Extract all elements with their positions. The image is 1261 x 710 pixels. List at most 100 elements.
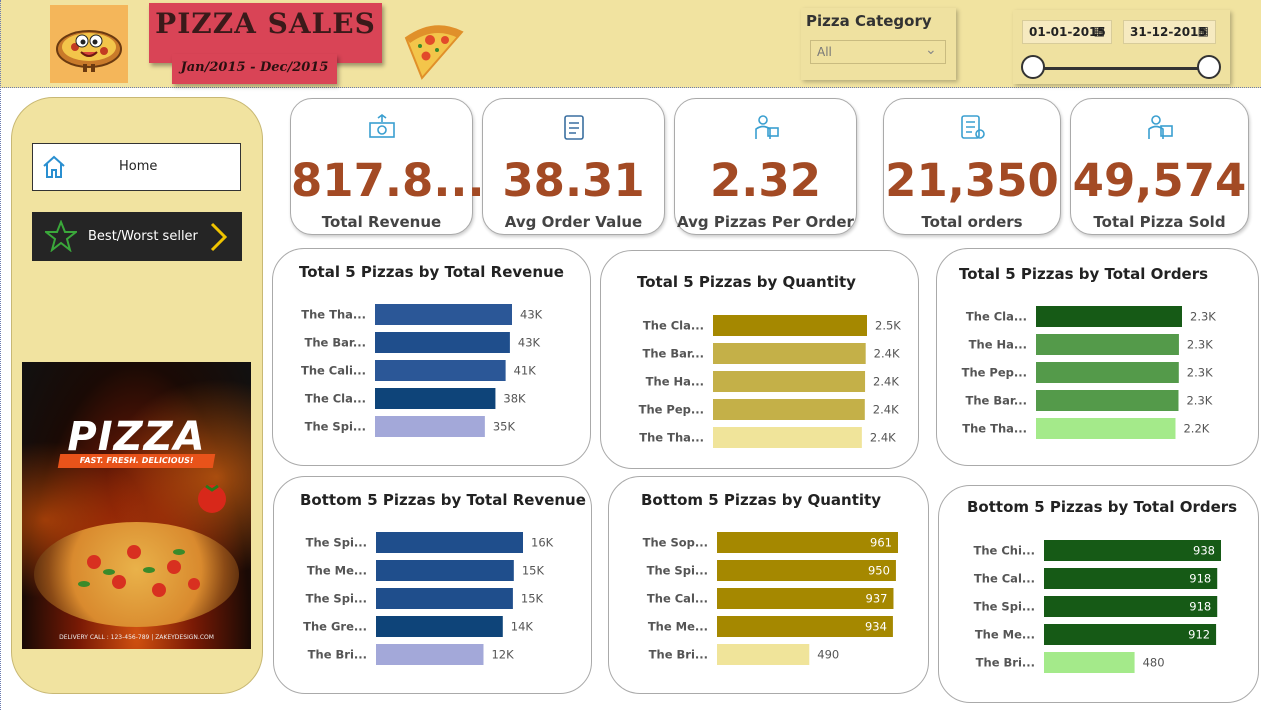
bar[interactable]: [717, 560, 896, 581]
bar-chart-plot: The Chi... 938 The Cal... 918 The Spi... 918 T…: [973, 540, 1221, 673]
bar[interactable]: [375, 416, 485, 437]
bar[interactable]: [376, 532, 523, 553]
bar[interactable]: [375, 360, 506, 381]
category-label: The Cali...: [301, 364, 366, 378]
start-date-value: 01-01-2015: [1029, 25, 1106, 39]
best-worst-seller-button[interactable]: Best/Worst seller: [32, 212, 242, 261]
category-label: The Tha...: [962, 422, 1027, 436]
start-date-input[interactable]: 01-01-2015 ▦: [1022, 20, 1112, 44]
category-label: The Spi...: [647, 564, 708, 578]
data-label: 934: [865, 620, 887, 634]
date-slider-track[interactable]: [1033, 67, 1209, 70]
bar[interactable]: [1044, 624, 1217, 645]
kpi-label: Total Revenue: [321, 213, 442, 231]
bar[interactable]: [1036, 306, 1182, 327]
chart-title: Bottom 5 Pizzas by Quantity: [641, 491, 881, 509]
bar[interactable]: [376, 560, 514, 581]
bar[interactable]: [376, 588, 513, 609]
pizza-slice-icon: [404, 25, 464, 80]
slicer-title: Pizza Category: [806, 12, 932, 30]
data-label: 2.5K: [875, 319, 901, 333]
bar[interactable]: [713, 315, 867, 336]
bar[interactable]: [1044, 568, 1218, 589]
end-date-input[interactable]: 31-12-2015 ▦: [1123, 20, 1216, 44]
category-label: The Sop...: [643, 536, 708, 550]
poster-title: PIZZA: [67, 414, 206, 460]
category-label: The Ha...: [969, 338, 1027, 352]
chart-bottom5-orders: The Chi... 938 The Cal... 918 The Spi... 918 T…: [938, 485, 1259, 703]
chart-title: Bottom 5 Pizzas by Total Orders: [967, 498, 1238, 516]
bar[interactable]: [1044, 652, 1135, 673]
category-label: The Spi...: [306, 592, 367, 606]
bar[interactable]: [717, 616, 893, 637]
data-label: 35K: [493, 420, 516, 434]
bar[interactable]: [713, 427, 862, 448]
home-button[interactable]: Home: [32, 143, 241, 191]
data-label: 15K: [521, 592, 544, 606]
kpi-card-avg-pizzas-per-order: 2.32 Avg Pizzas Per Order: [674, 98, 857, 235]
bar[interactable]: [375, 388, 496, 409]
data-label: 2.3K: [1190, 310, 1216, 324]
bar[interactable]: [376, 616, 503, 637]
poster-footer: DELIVERY CALL : 123-456-789 | ZAKEYDESIG…: [59, 634, 214, 641]
chart-title: Bottom 5 Pizzas by Total Revenue: [300, 491, 586, 509]
bar[interactable]: [1044, 596, 1218, 617]
kpi-label: Total orders: [921, 213, 1023, 231]
bar-chart-plot: The Spi... 16K The Me... 15K The Spi... 15K Th…: [303, 532, 554, 665]
data-label: 2.4K: [873, 375, 899, 389]
date-slider-start-handle[interactable]: [1021, 55, 1045, 79]
kpi-value: 49,574: [1072, 154, 1247, 207]
chevron-right-icon: [210, 222, 228, 252]
bar[interactable]: [713, 343, 866, 364]
bar[interactable]: [713, 371, 866, 392]
kpi-card-total-orders: 21,350 Total orders: [883, 98, 1061, 235]
data-label: 918: [1189, 572, 1211, 586]
category-label: The Me...: [307, 564, 367, 578]
category-label: The Cal...: [647, 592, 708, 606]
chevron-down-icon: ⌄: [925, 42, 937, 58]
bar[interactable]: [717, 588, 894, 609]
bar[interactable]: [375, 332, 510, 353]
bar[interactable]: [376, 644, 484, 665]
data-label: 912: [1188, 628, 1210, 642]
category-label: The Bri...: [649, 648, 708, 662]
bar[interactable]: [375, 304, 512, 325]
bar[interactable]: [1036, 362, 1179, 383]
kpi-card-total-revenue: 817.8... Total Revenue: [290, 98, 485, 235]
category-label: The Tha...: [301, 308, 366, 322]
bar[interactable]: [1044, 540, 1221, 561]
chart-title: Total 5 Pizzas by Total Orders: [959, 265, 1209, 283]
delivery-icon: [675, 113, 856, 145]
date-range-slicer: 01-01-2015 ▦ 31-12-2015 ▦: [1013, 10, 1230, 84]
date-slider-end-handle[interactable]: [1197, 55, 1221, 79]
data-label: 15K: [522, 564, 545, 578]
chart-bottom5-revenue: The Spi... 16K The Me... 15K The Spi... 15K Th…: [273, 476, 592, 694]
page-title: PIZZA SALES: [155, 7, 376, 40]
end-date-value: 31-12-2015: [1130, 25, 1207, 39]
date-range-label: Jan/2015 - Dec/2015: [180, 60, 329, 75]
category-label: The Bar...: [305, 336, 367, 350]
bar[interactable]: [713, 399, 865, 420]
data-label: 938: [1193, 544, 1215, 558]
pizza-mascot-logo: [50, 5, 128, 83]
category-label: The Chi...: [973, 544, 1035, 558]
bar[interactable]: [717, 532, 898, 553]
kpi-value: 2.32: [709, 154, 822, 207]
category-label: The Bar...: [966, 394, 1028, 408]
calendar-icon: ▦: [1093, 24, 1105, 38]
home-icon: [43, 155, 65, 178]
poster-tagline: FAST. FRESH. DELICIOUS!: [57, 454, 216, 468]
kpi-card-avg-order-value: 38.31 Avg Order Value: [482, 98, 665, 235]
category-label: The Bri...: [976, 656, 1035, 670]
bar[interactable]: [1036, 334, 1179, 355]
data-label: 16K: [531, 536, 554, 550]
pizza-category-dropdown[interactable]: All ⌄: [810, 40, 946, 64]
bar[interactable]: [1036, 390, 1179, 411]
data-label: 2.2K: [1183, 422, 1209, 436]
kpi-label: Total Pizza Sold: [1093, 213, 1226, 231]
data-label: 12K: [491, 648, 514, 662]
chart-title: Total 5 Pizzas by Quantity: [637, 273, 856, 291]
bar[interactable]: [717, 644, 810, 665]
bar[interactable]: [1036, 418, 1176, 439]
header-bar: PIZZA SALES Jan/2015 - Dec/2015 Pizza Ca…: [0, 0, 1261, 88]
